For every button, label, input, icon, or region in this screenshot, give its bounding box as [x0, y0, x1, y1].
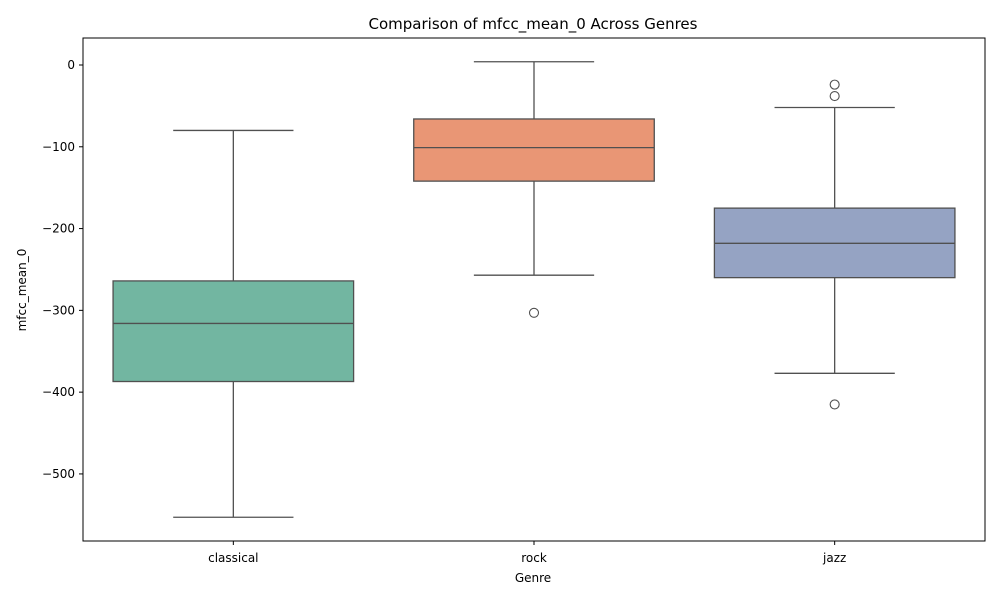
box-group-jazz	[713, 79, 956, 410]
outlier-point	[528, 307, 540, 318]
y-tick-label: −200	[42, 222, 75, 236]
y-tick-label: −300	[42, 303, 75, 317]
outlier-point	[829, 399, 840, 410]
x-axis-title: Genre	[515, 571, 551, 585]
box-group-rock	[413, 61, 655, 318]
box-rock	[413, 118, 655, 182]
y-tick-label: 0	[67, 58, 75, 72]
chart-title: Comparison of mfcc_mean_0 Across Genres	[369, 15, 698, 34]
x-tick-label: classical	[208, 551, 258, 565]
y-axis-title: mfcc_mean_0	[15, 249, 29, 332]
box-classical	[112, 280, 355, 383]
axes: 0 −100 −200 −300 −400 −500 classical rock jazz	[42, 37, 986, 565]
outlier-point	[829, 79, 840, 90]
y-tick-label: −500	[42, 467, 75, 481]
box-group-classical	[112, 129, 355, 518]
y-tick-label: −400	[42, 385, 75, 399]
x-tick-label: jazz	[822, 551, 846, 565]
plot-area	[112, 61, 956, 518]
x-tick-label: rock	[521, 551, 547, 565]
y-tick-label: −100	[42, 140, 75, 154]
outlier-point	[829, 91, 840, 102]
